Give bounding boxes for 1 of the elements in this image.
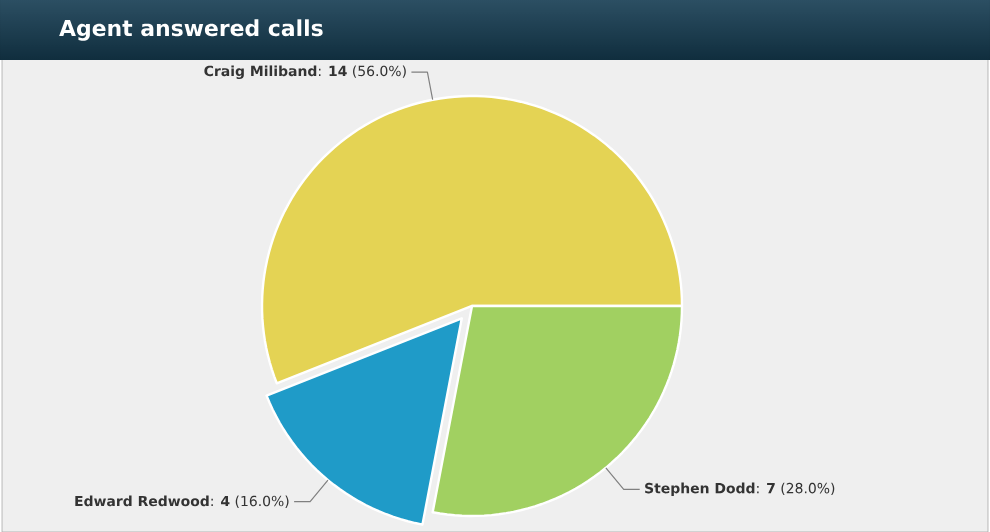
- chart-title: Agent answered calls: [59, 19, 323, 41]
